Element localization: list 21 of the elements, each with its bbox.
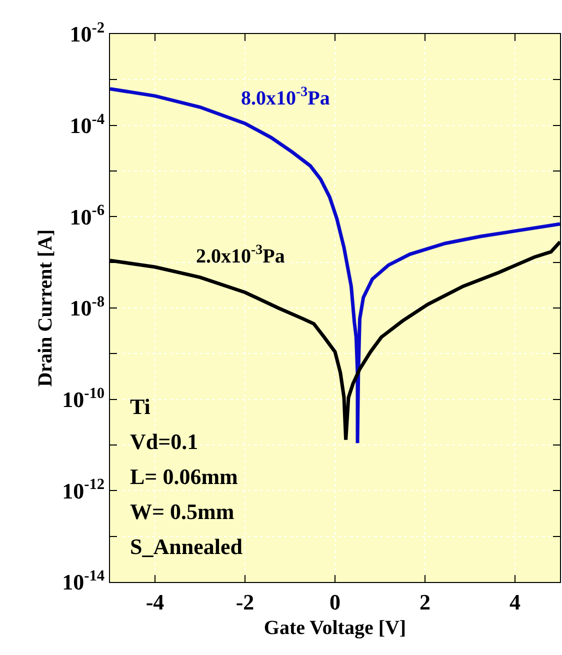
y-tick-label: 10$^{-2}$ (70, 19, 105, 47)
x-tick-label: -4 (146, 589, 164, 614)
annotation: W= 0.5mm (130, 499, 234, 524)
annotation: 2.0x10$^{-3}$Pa (196, 243, 285, 268)
y-axis-title: Drain Current [A] (34, 229, 57, 387)
y-tick-label: 10$^{-12}$ (62, 476, 105, 504)
annotation: 8.0x10$^{-3}$Pa (241, 85, 330, 110)
y-tick-label: 10$^{-6}$ (70, 202, 105, 230)
y-tick-label: 10$^{-14}$ (62, 567, 105, 595)
annotation: Ti (130, 394, 150, 419)
x-tick-label: -2 (236, 589, 254, 614)
x-tick-label: 4 (510, 589, 520, 614)
annotation: S_Annealed (130, 534, 242, 559)
x-axis-title: Gate Voltage [V] (264, 616, 406, 639)
x-tick-label: 0 (330, 589, 340, 614)
y-tick-label: 10$^{-4}$ (70, 110, 105, 138)
annotation: Vd=0.1 (130, 429, 198, 454)
y-tick-label: 10$^{-8}$ (70, 293, 105, 321)
y-tick-label: 10$^{-10}$ (62, 384, 105, 412)
x-tick-label: 2 (420, 589, 430, 614)
annotation: L= 0.06mm (130, 464, 238, 489)
